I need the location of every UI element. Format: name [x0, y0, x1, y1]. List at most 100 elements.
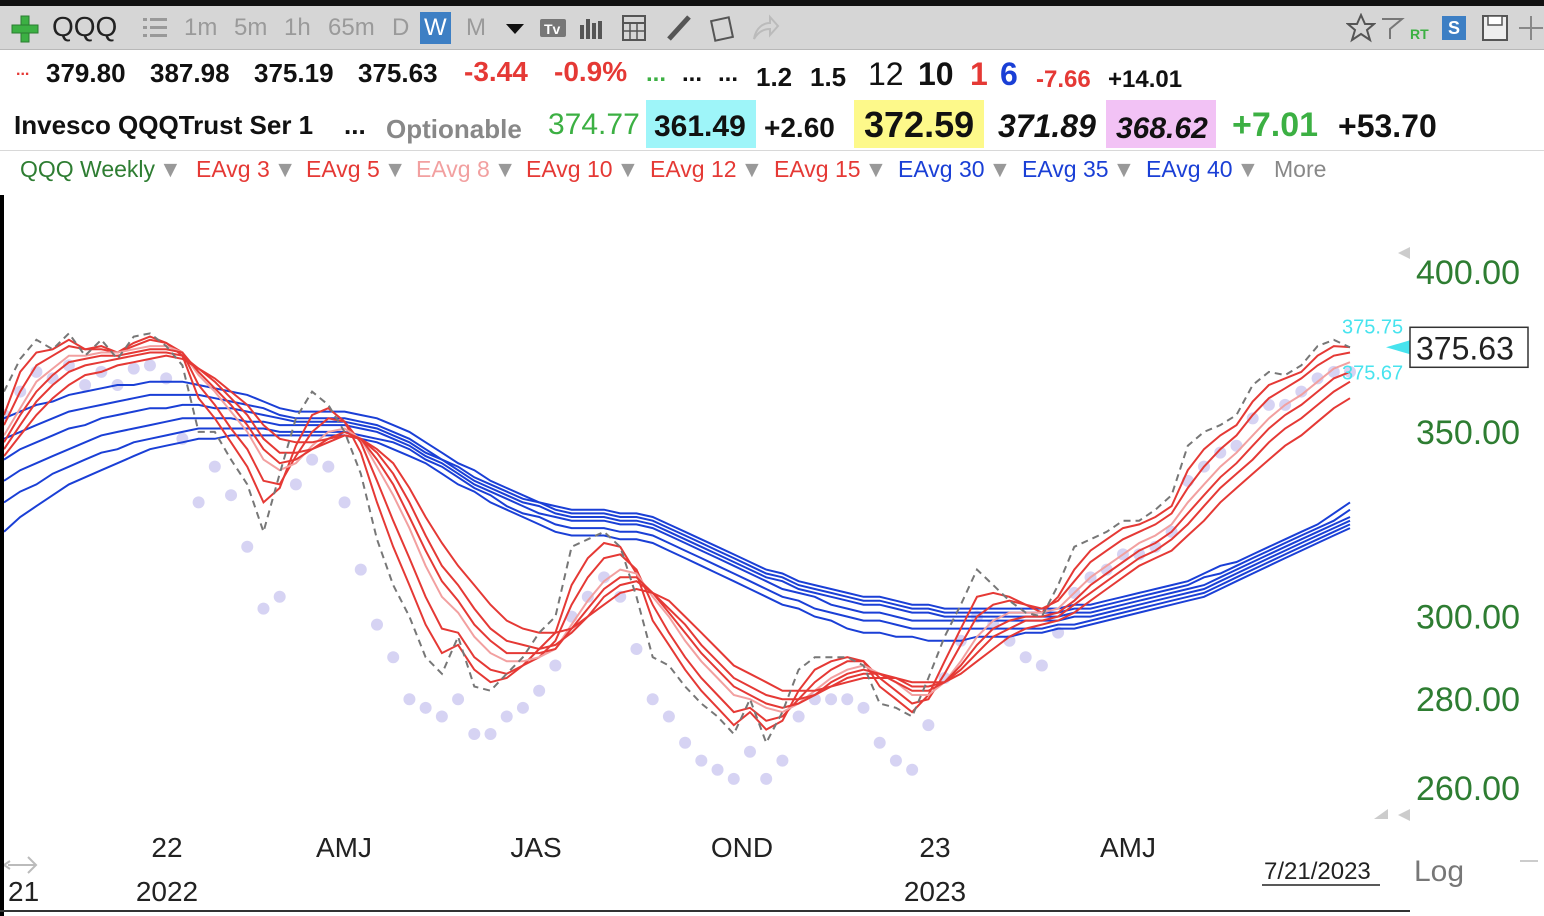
study-eavg-10[interactable]: EAvg 10 ▼: [526, 156, 639, 183]
tv-icon[interactable]: Tv: [538, 13, 568, 43]
price-dot: [873, 736, 886, 749]
y-tick-label: 350.00: [1416, 414, 1520, 452]
period-1m[interactable]: 1m: [184, 14, 218, 41]
price-dot: [711, 763, 724, 776]
study-eavg-40[interactable]: EAvg 40 ▼: [1146, 156, 1259, 183]
pencil-icon[interactable]: [664, 13, 694, 43]
price-dot: [452, 693, 465, 706]
x-left-label: 21: [8, 876, 39, 907]
price-dot: [922, 719, 935, 732]
period-1h[interactable]: 1h: [284, 14, 311, 41]
symbol-label[interactable]: QQQ: [52, 11, 118, 42]
period-65m[interactable]: 65m: [328, 14, 375, 41]
price-dot: [468, 727, 481, 740]
cyan-box: [646, 100, 756, 148]
chevron-down-icon[interactable]: ▼: [159, 156, 182, 182]
price-dot: [225, 489, 238, 502]
save-icon[interactable]: [1480, 13, 1510, 43]
y-tick-label: 400.00: [1416, 254, 1520, 292]
study-eavg-30[interactable]: EAvg 30 ▼: [898, 156, 1011, 183]
chevron-down-icon[interactable]: ▼: [493, 156, 517, 182]
quote-dots-1: ...: [646, 60, 667, 87]
price-dot: [695, 754, 708, 767]
period-5m[interactable]: 5m: [234, 14, 268, 41]
share-icon[interactable]: [750, 13, 780, 43]
study-eavg-15[interactable]: EAvg 15 ▼: [774, 156, 887, 183]
price-dot: [484, 727, 497, 740]
study-label: EAvg 30: [898, 156, 985, 182]
quote-v2: 1.5: [810, 62, 847, 92]
study-eavg-8[interactable]: EAvg 8 ▼: [416, 156, 517, 183]
chevron-down-icon[interactable]: ▼: [864, 156, 888, 182]
period-w[interactable]: W: [420, 12, 451, 44]
price-dot: [322, 460, 335, 473]
last-price-box: [1409, 326, 1529, 369]
quote-dots-2: ...: [682, 60, 703, 87]
price-dot: [743, 745, 756, 758]
study-eavg-35[interactable]: EAvg 35 ▼: [1022, 156, 1135, 183]
bottom-axis-line: [0, 910, 1410, 912]
period-d[interactable]: D: [392, 14, 410, 41]
price-dot: [727, 772, 740, 785]
add-symbol-icon[interactable]: [10, 14, 40, 44]
info-p8: +53.70: [1338, 108, 1437, 144]
study-eavg-12[interactable]: EAvg 12 ▼: [650, 156, 763, 183]
study-eavg-5[interactable]: EAvg 5 ▼: [306, 156, 407, 183]
chevron-down-icon[interactable]: ▼: [1112, 156, 1136, 182]
quote-change-pct: -0.9%: [554, 56, 628, 87]
quote-prefix: ...: [16, 62, 30, 79]
notes-icon[interactable]: [708, 13, 738, 43]
security-name: Invesco QQQTrust Ser 1: [14, 110, 314, 140]
dropdown-icon[interactable]: [500, 13, 530, 43]
quote-low: 375.19: [254, 58, 334, 88]
scanner-icon[interactable]: S: [1442, 16, 1467, 40]
price-dot: [273, 590, 286, 603]
y-tick-label: 260.00: [1416, 770, 1520, 808]
series-line-eavg-15: [3, 354, 1351, 692]
study-label: EAvg 5: [306, 156, 380, 182]
bar-chart-icon[interactable]: [576, 13, 606, 43]
study-qqq-weekly[interactable]: QQQ Weekly ▼: [20, 156, 182, 183]
price-chart[interactable]: 400.00 350.00 300.00 280.00 260.00 375.63 375.…: [0, 195, 1544, 916]
quote-v3: 12: [868, 56, 904, 92]
info-p7: +7.01: [1232, 106, 1319, 144]
price-dot: [776, 754, 789, 767]
move-icon[interactable]: [1516, 13, 1544, 43]
x-month-label: OND: [711, 832, 773, 863]
price-dot: [127, 362, 140, 375]
price-dot: [370, 618, 383, 631]
study-label: EAvg 12: [650, 156, 737, 182]
price-dot: [662, 710, 675, 723]
info-p2: 361.49: [654, 110, 746, 143]
price-dot: [257, 602, 270, 615]
left-edge: [0, 195, 4, 916]
flag-icon[interactable]: [1378, 13, 1408, 43]
price-dot: [1262, 398, 1275, 411]
price-dot: [419, 701, 432, 714]
study-eavg-3[interactable]: EAvg 3 ▼: [196, 156, 297, 183]
studies-more[interactable]: More: [1274, 156, 1327, 182]
marker-low-label: 375.67: [1342, 362, 1403, 384]
chevron-down-icon[interactable]: ▼: [383, 156, 407, 182]
list-icon[interactable]: [140, 13, 170, 43]
chevron-down-icon[interactable]: ▼: [988, 156, 1012, 182]
price-dot: [338, 496, 351, 509]
period-m[interactable]: M: [466, 14, 486, 41]
chevron-down-icon[interactable]: ▼: [616, 156, 640, 182]
series-line-eavg-30: [3, 380, 1351, 610]
price-dot: [549, 659, 562, 672]
calculator-icon[interactable]: [620, 13, 650, 43]
star-icon[interactable]: [1346, 13, 1376, 43]
rt-icon[interactable]: RT: [1410, 26, 1429, 42]
series-line-eavg-40b: [3, 434, 1351, 642]
chevron-down-icon[interactable]: ▼: [1236, 156, 1260, 182]
chevron-down-icon[interactable]: ▼: [740, 156, 764, 182]
series-line-eavg-10: [3, 348, 1351, 709]
svg-text:Tv: Tv: [544, 21, 561, 37]
price-dot: [598, 571, 611, 584]
info-dots: ...: [344, 110, 366, 140]
price-dot: [841, 693, 854, 706]
chevron-down-icon[interactable]: ▼: [273, 156, 297, 182]
price-dot: [289, 478, 302, 491]
series-line-eavg-40: [3, 427, 1351, 630]
